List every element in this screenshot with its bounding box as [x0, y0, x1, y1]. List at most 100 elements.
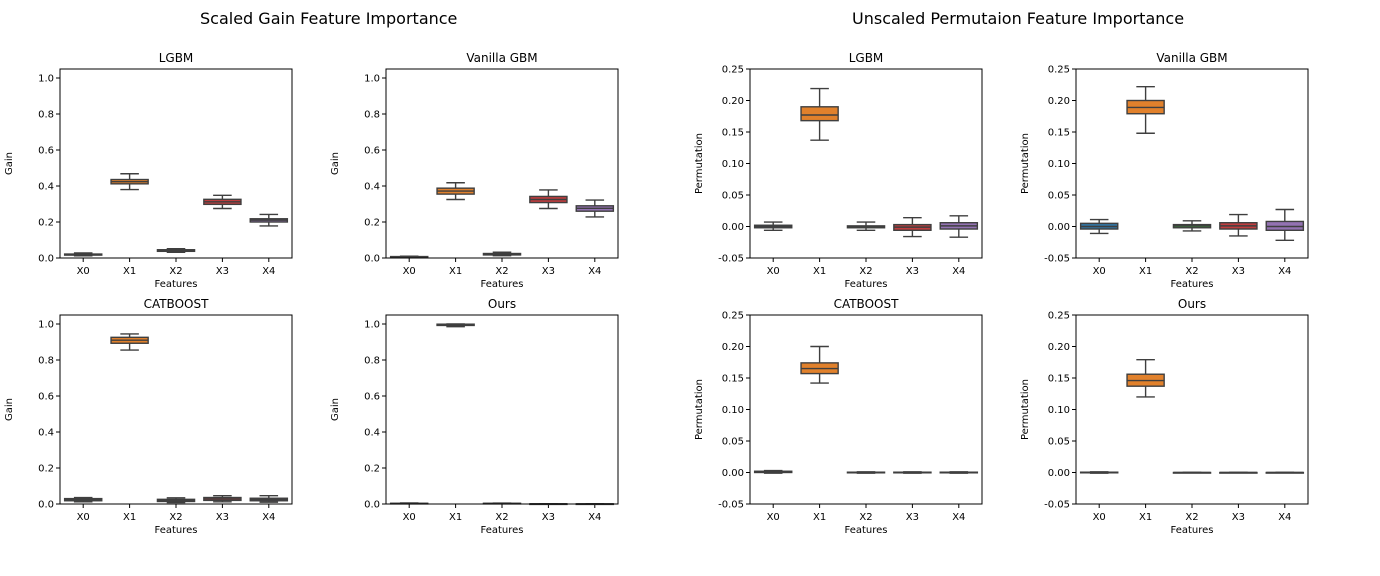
y-tick-label: 0.0 — [38, 254, 54, 265]
subplot-3: LGBM -0.05 0.00 0.05 0.10 0.15 0.20 0.25 Permuta… — [694, 51, 983, 290]
subplot-1: LGBM 0.0 0.2 0.4 0.6 0.8 1.0 Gain X0 X1 X2 X3 X4 Feat… — [4, 51, 293, 290]
subplot-4: Vanilla GBM -0.05 0.00 0.05 0.10 0.15 0.20 0.25… — [1020, 51, 1309, 290]
y-tick-label: 0.2 — [364, 464, 380, 475]
x-tick-label: X2 — [1185, 266, 1198, 277]
x-tick-label: X3 — [906, 266, 919, 277]
box-X3 — [1219, 213, 1258, 237]
x-tick-label: X2 — [1185, 512, 1198, 523]
box-X0 — [753, 469, 793, 474]
x-axis-label: Features — [845, 525, 888, 536]
x-tick-label: X1 — [1139, 266, 1152, 277]
y-tick-label: 0.2 — [38, 464, 54, 475]
x-tick-label: X0 — [767, 266, 780, 277]
right-figure-title: Unscaled Permutaion Feature Importance — [852, 9, 1185, 28]
y-tick-label: 1.0 — [38, 320, 54, 331]
x-tick-label: X1 — [449, 266, 462, 277]
y-axis-label: Gain — [4, 398, 15, 421]
box-X1 — [436, 323, 475, 328]
box-X3 — [893, 216, 932, 238]
y-tick-label: 0.00 — [1048, 468, 1070, 479]
y-tick-label: 0.05 — [722, 437, 744, 448]
box-X3 — [893, 471, 932, 474]
box-X2 — [846, 471, 886, 474]
x-tick-label: X2 — [169, 512, 182, 523]
y-tick-label: 0.8 — [38, 110, 54, 121]
box-X3 — [1219, 471, 1258, 474]
box-X0 — [753, 221, 793, 231]
x-tick-label: X0 — [77, 512, 90, 523]
axes-frame — [1075, 68, 1309, 259]
x-tick-label: X4 — [952, 266, 965, 277]
box-X3 — [203, 495, 242, 503]
subplot-title: LGBM — [849, 51, 884, 65]
box-X1 — [110, 173, 149, 191]
box-X0 — [1079, 471, 1119, 474]
y-tick-label: 0.6 — [364, 392, 380, 403]
x-tick-label: X0 — [1093, 512, 1106, 523]
x-tick-label: X3 — [906, 512, 919, 523]
x-tick-label: X2 — [495, 512, 508, 523]
x-axis-label: Features — [155, 525, 198, 536]
y-tick-label: 0.2 — [364, 218, 380, 229]
x-tick-label: X0 — [403, 266, 416, 277]
y-tick-label: 0.25 — [722, 65, 744, 76]
x-tick-label: X2 — [495, 266, 508, 277]
box-X2 — [156, 247, 196, 253]
box-X2 — [1172, 220, 1212, 232]
box-X1 — [1126, 85, 1165, 134]
y-tick-label: 0.0 — [38, 500, 54, 511]
y-tick-label: -0.05 — [718, 254, 744, 265]
y-tick-label: 0.4 — [38, 428, 54, 439]
y-tick-label: 0.00 — [722, 222, 744, 233]
y-tick-label: 0.6 — [38, 146, 54, 157]
x-axis-label: Features — [1171, 525, 1214, 536]
x-axis-label: Features — [481, 525, 524, 536]
y-tick-label: 0.4 — [38, 182, 54, 193]
box-X4 — [1265, 471, 1305, 474]
y-tick-label: 0.8 — [364, 110, 380, 121]
left-figure-title: Scaled Gain Feature Importance — [200, 9, 458, 28]
box-X0 — [389, 255, 429, 259]
y-axis-label: Permutation — [1020, 379, 1031, 440]
x-tick-label: X3 — [1232, 266, 1245, 277]
y-tick-label: 0.20 — [1048, 96, 1070, 107]
y-tick-label: 1.0 — [364, 74, 380, 85]
box-body — [800, 106, 839, 122]
y-tick-label: 0.10 — [722, 405, 744, 416]
y-tick-label: 0.0 — [364, 500, 380, 511]
y-tick-label: 0.10 — [722, 159, 744, 170]
x-tick-label: X1 — [123, 512, 136, 523]
x-axis-label: Features — [155, 279, 198, 290]
y-tick-label: 0.15 — [1048, 374, 1070, 385]
x-tick-label: X3 — [1232, 512, 1245, 523]
axes-frame — [385, 314, 619, 505]
subplot-title: LGBM — [159, 51, 194, 65]
x-tick-label: X0 — [403, 512, 416, 523]
box-X1 — [800, 345, 839, 384]
subplot-2: Vanilla GBM 0.0 0.2 0.4 0.6 0.8 1.0 Gain X0 X1 X2 X… — [330, 51, 619, 290]
box-X4 — [1265, 208, 1305, 242]
y-tick-label: 1.0 — [364, 320, 380, 331]
subplot-5: CATBOOST 0.0 0.2 0.4 0.6 0.8 1.0 Gain X0 X1 X2 X3 X4… — [4, 297, 293, 536]
x-tick-label: X4 — [588, 266, 601, 277]
y-tick-label: 0.4 — [364, 428, 380, 439]
y-tick-label: 0.2 — [38, 218, 54, 229]
x-tick-label: X4 — [952, 512, 965, 523]
y-axis-label: Permutation — [694, 379, 705, 440]
x-tick-label: X4 — [588, 512, 601, 523]
x-tick-label: X0 — [1093, 266, 1106, 277]
subplot-title: CATBOOST — [144, 297, 210, 311]
y-tick-label: 0.10 — [1048, 405, 1070, 416]
box-X2 — [1172, 471, 1212, 474]
y-tick-label: -0.05 — [1044, 254, 1070, 265]
y-tick-label: 0.8 — [38, 356, 54, 367]
y-tick-label: 0.20 — [1048, 342, 1070, 353]
subplot-title: Vanilla GBM — [1156, 51, 1227, 65]
y-axis-label: Permutation — [1020, 133, 1031, 194]
box-X4 — [249, 495, 289, 503]
y-axis-label: Permutation — [694, 133, 705, 194]
y-tick-label: 0.15 — [722, 128, 744, 139]
x-axis-label: Features — [1171, 279, 1214, 290]
subplot-8: Ours -0.05 0.00 0.05 0.10 0.15 0.20 0.25 Permuta… — [1020, 297, 1309, 536]
